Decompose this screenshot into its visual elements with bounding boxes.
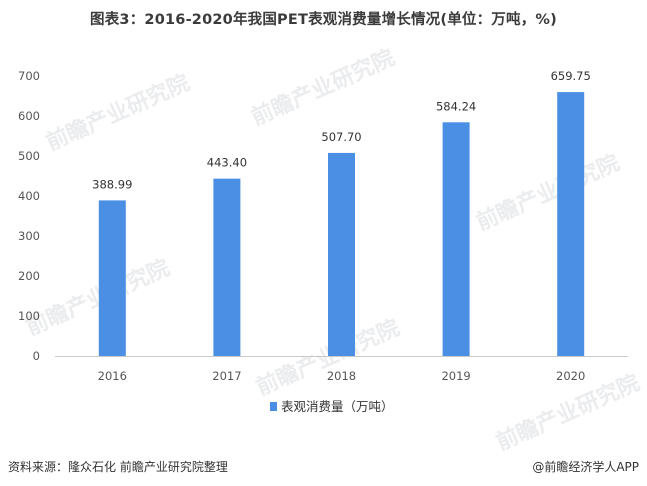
bar <box>98 200 126 356</box>
data-label: 584.24 <box>436 99 476 113</box>
x-tick-label: 2016 <box>98 369 127 383</box>
source-note: 资料来源：隆众石化 前瞻产业研究院整理 <box>8 460 228 474</box>
x-tick-label: 2018 <box>327 369 356 383</box>
x-tick-label: 2017 <box>212 369 241 383</box>
bar <box>213 178 241 356</box>
y-tick-label: 200 <box>18 269 40 283</box>
data-label: 659.75 <box>551 69 591 83</box>
y-tick-label: 500 <box>18 149 40 163</box>
y-tick-label: 400 <box>18 189 40 203</box>
y-tick-label: 100 <box>18 309 40 323</box>
y-tick-label: 700 <box>18 69 40 83</box>
brand-credit: @前瞻经济学人APP <box>532 460 639 474</box>
bar <box>557 92 585 356</box>
y-tick-label: 600 <box>18 109 40 123</box>
data-label: 507.70 <box>321 130 361 144</box>
data-label: 388.99 <box>92 177 132 191</box>
y-tick-label: 0 <box>33 349 40 363</box>
legend-label: 表观消费量（万吨） <box>281 399 394 414</box>
chart-title: 图表3：2016-2020年我国PET表观消费量增长情况(单位：万吨，%) <box>90 12 557 28</box>
x-tick-label: 2020 <box>556 369 585 383</box>
data-label: 443.40 <box>207 156 247 170</box>
x-tick-label: 2019 <box>441 369 470 383</box>
legend-swatch <box>270 402 277 411</box>
bar <box>442 122 470 356</box>
bar <box>328 152 355 356</box>
bar-chart: 0 100 200 300 400 500 600 700 388.99 2016 443.40 20… <box>18 69 628 414</box>
y-tick-label: 300 <box>18 229 40 243</box>
